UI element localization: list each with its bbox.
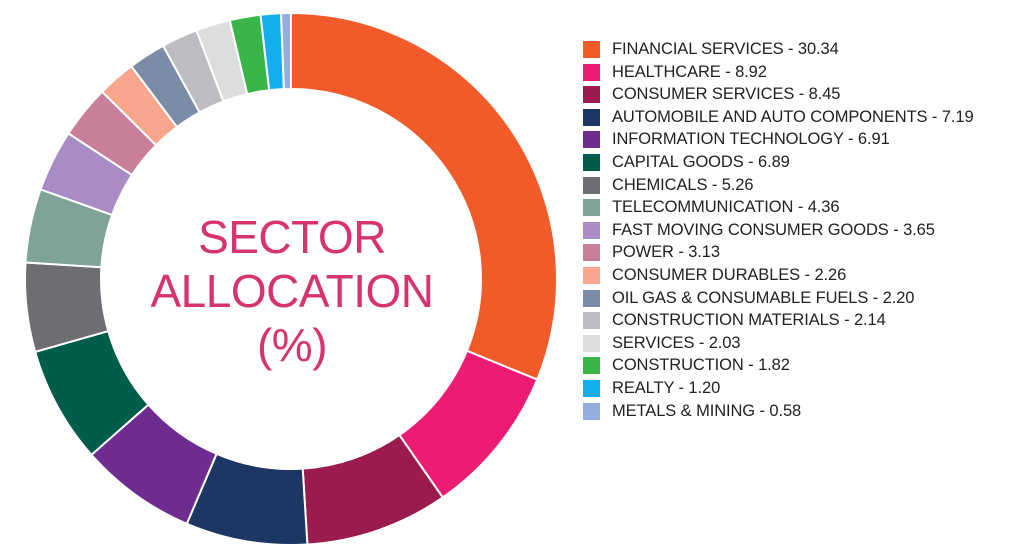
legend-item: POWER - 3.13 <box>583 241 1013 264</box>
legend-swatch <box>583 199 600 217</box>
legend-item: CONSUMER DURABLES - 2.26 <box>583 264 1013 287</box>
legend-swatch <box>583 244 600 262</box>
legend-swatch <box>583 312 600 330</box>
legend-swatch <box>583 41 600 58</box>
legend-item: REALTY - 1.20 <box>583 377 1013 400</box>
legend-label: CHEMICALS - 5.26 <box>612 175 754 194</box>
chart-title-line-2: ALLOCATION <box>150 265 435 317</box>
legend-item: FAST MOVING CONSUMER GOODS - 3.65 <box>583 219 1013 242</box>
legend-label: TELECOMMUNICATION - 4.36 <box>612 198 840 217</box>
legend-item: CONSTRUCTION MATERIALS - 2.14 <box>583 309 1013 332</box>
legend-item: TELECOMMUNICATION - 4.36 <box>583 196 1013 219</box>
legend-swatch <box>583 63 600 81</box>
legend-swatch <box>583 402 600 420</box>
chart-title-line-3: (%) <box>256 319 328 371</box>
legend-label: OIL GAS & CONSUMABLE FUELS - 2.20 <box>612 288 915 307</box>
legend-swatch <box>583 266 600 284</box>
legend-swatch <box>583 334 600 352</box>
legend-label: AUTOMOBILE AND AUTO COMPONENTS - 7.19 <box>612 107 974 126</box>
legend-swatch <box>583 221 600 239</box>
legend-item: AUTOMOBILE AND AUTO COMPONENTS - 7.19 <box>583 106 1013 129</box>
legend-item: OIL GAS & CONSUMABLE FUELS - 2.20 <box>583 287 1013 310</box>
legend-item: CHEMICALS - 5.26 <box>583 174 1013 197</box>
legend-swatch <box>583 357 600 375</box>
legend-item: CONSTRUCTION - 1.82 <box>583 354 1013 377</box>
legend-label: CONSTRUCTION - 1.82 <box>612 356 790 375</box>
legend-label: METALS & MINING - 0.58 <box>612 401 802 420</box>
legend-label: SERVICES - 2.03 <box>612 333 741 352</box>
legend-item: HEALTHCARE - 8.92 <box>583 61 1013 84</box>
legend-item: SERVICES - 2.03 <box>583 332 1013 355</box>
chart-legend: FINANCIAL SERVICES - 30.34 HEALTHCARE - 8… <box>583 38 1013 422</box>
legend-item: FINANCIAL SERVICES - 30.34 <box>583 38 1013 61</box>
legend-swatch <box>583 86 600 104</box>
legend-label: FAST MOVING CONSUMER GOODS - 3.65 <box>612 220 935 239</box>
slice-metals-mining <box>280 11 292 91</box>
slice-financial-services <box>290 11 558 381</box>
legend-swatch <box>583 108 600 126</box>
legend-label: HEALTHCARE - 8.92 <box>612 62 767 81</box>
legend-swatch <box>583 379 600 397</box>
chart-title-line-1: SECTOR <box>198 211 386 263</box>
legend-label: INFORMATION TECHNOLOGY - 6.91 <box>612 130 890 149</box>
legend-swatch <box>583 153 600 171</box>
legend-label: CONSTRUCTION MATERIALS - 2.14 <box>612 311 886 330</box>
chart-title: SECTOR ALLOCATION (%) <box>142 210 442 372</box>
legend-item: METALS & MINING - 0.58 <box>583 400 1013 423</box>
legend-item: CONSUMER SERVICES - 8.45 <box>583 83 1013 106</box>
legend-item: CAPITAL GOODS - 6.89 <box>583 151 1013 174</box>
legend-label: CONSUMER DURABLES - 2.26 <box>612 265 847 284</box>
legend-label: POWER - 3.13 <box>612 243 720 262</box>
legend-label: CONSUMER SERVICES - 8.45 <box>612 85 841 104</box>
legend-label: REALTY - 1.20 <box>612 378 721 397</box>
legend-swatch <box>583 131 600 149</box>
donut-slices <box>24 11 558 546</box>
legend-label: FINANCIAL SERVICES - 30.34 <box>612 40 839 58</box>
legend-swatch <box>583 176 600 194</box>
legend-item: INFORMATION TECHNOLOGY - 6.91 <box>583 128 1013 151</box>
legend-label: CAPITAL GOODS - 6.89 <box>612 152 790 171</box>
legend-swatch <box>583 289 600 307</box>
